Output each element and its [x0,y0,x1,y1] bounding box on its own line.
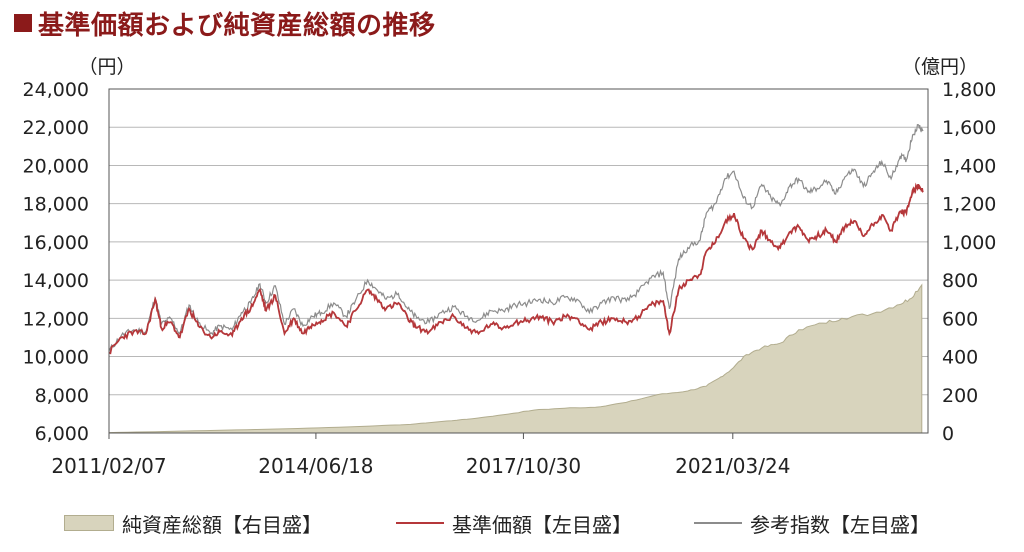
y-left-tick-label: 24,000 [23,79,89,101]
x-tick-label: 2014/06/18 [258,454,373,478]
y-left-tick-label: 18,000 [23,194,89,216]
y-right-tick-label: 1,000 [942,232,996,254]
y-right-tick-label: 200 [942,385,978,407]
y-left-tick-label: 12,000 [23,308,89,330]
legend-swatch-nav [396,522,444,524]
y-right-tick-label: 400 [942,347,978,369]
series-line-reference-index [108,123,924,352]
y-right-tick-label: 600 [942,308,978,330]
legend-label-index: 参考指数【左目盛】 [750,512,930,537]
x-tick-label: 2017/10/30 [466,454,581,478]
y-left-unit-label: （円） [78,56,135,78]
y-right-unit-label: （億円） [902,56,978,78]
legend-label-nav: 基準価額【左目盛】 [452,512,632,537]
y-right-tick-label: 0 [942,423,954,445]
series-line-nav [108,182,924,355]
legend-label-assets: 純資産総額【右目盛】 [122,512,322,537]
y-left-tick-label: 6,000 [35,423,89,445]
legend-swatch-index [694,522,742,524]
y-right-tick-label: 1,200 [942,194,996,216]
y-right-tick-label: 1,400 [942,155,996,177]
y-left-tick-label: 14,000 [23,270,89,292]
legend-item-assets: 純資産総額【右目盛】 [64,508,322,538]
legend-item-index: 参考指数【左目盛】 [694,508,930,538]
y-right-tick-label: 1,600 [942,117,996,139]
plot-frame [108,88,929,434]
x-tick-label: 2021/03/24 [675,454,790,478]
y-right-tick-label: 1,800 [942,79,996,101]
y-left-tick-label: 20,000 [23,155,89,177]
y-right-tick-label: 800 [942,270,978,292]
chart-title: 基準価額および純資産総額の推移 [14,6,436,41]
y-left-tick-label: 22,000 [23,117,89,139]
series-area-net-assets [108,283,923,434]
legend-item-nav: 基準価額【左目盛】 [396,508,632,538]
legend-swatch-assets [64,515,114,531]
y-left-tick-label: 16,000 [23,232,89,254]
y-left-tick-label: 8,000 [35,385,89,407]
chart-canvas: 6,000 0 8,000 200 10,000 400 12,000 600 14,000 80… [23,56,997,478]
chart-title-text: 基準価額および純資産総額の推移 [38,10,436,41]
legend: 純資産総額【右目盛】 基準価額【左目盛】 参考指数【左目盛】 [0,502,1024,542]
x-tick-label: 2011/02/07 [51,454,166,478]
title-square-icon [14,14,32,32]
y-left-tick-label: 10,000 [23,347,89,369]
